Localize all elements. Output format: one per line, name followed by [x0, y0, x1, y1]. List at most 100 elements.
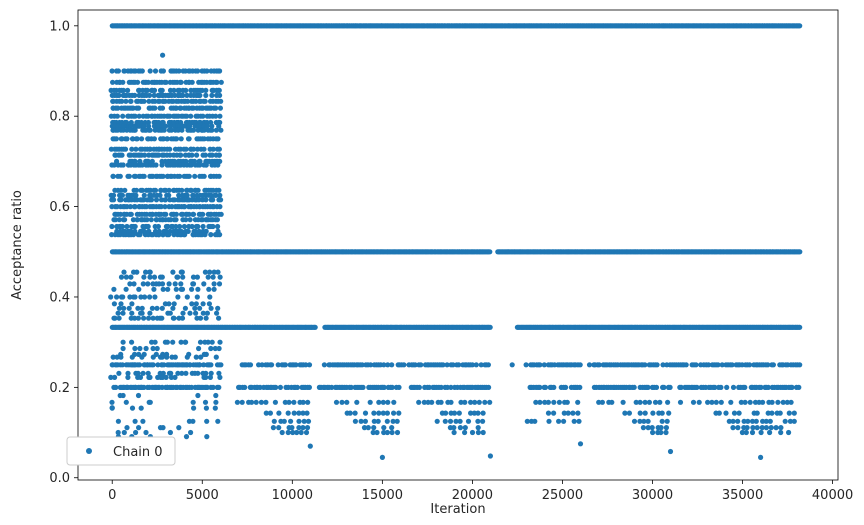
- data-point: [209, 123, 215, 129]
- data-point: [148, 197, 155, 203]
- data-point: [134, 217, 140, 223]
- data-point: [786, 410, 792, 416]
- data-point: [563, 384, 569, 390]
- data-point: [159, 315, 165, 321]
- legend-label: Chain 0: [113, 445, 163, 460]
- data-point: [371, 425, 377, 431]
- data-point: [457, 425, 463, 431]
- data-point: [120, 310, 126, 316]
- data-point: [124, 136, 130, 142]
- data-point: [321, 362, 327, 368]
- data-point: [216, 187, 222, 193]
- data-point: [451, 429, 457, 436]
- data-point: [344, 399, 350, 405]
- data-point: [203, 162, 209, 168]
- data-point: [333, 399, 340, 405]
- data-point: [303, 362, 309, 368]
- data-point: [127, 281, 133, 287]
- data-point: [185, 228, 191, 234]
- data-point: [659, 410, 665, 416]
- data-point: [152, 187, 159, 193]
- data-point: [677, 399, 684, 405]
- data-point: [110, 354, 116, 360]
- data-point: [456, 410, 462, 416]
- data-point: [217, 339, 223, 345]
- data-point: [115, 68, 121, 74]
- data-point: [161, 127, 167, 133]
- data-point: [472, 399, 478, 405]
- data-point: [116, 92, 122, 98]
- data-point: [259, 362, 265, 368]
- data-point: [546, 418, 552, 424]
- data-point: [215, 136, 221, 142]
- data-point: [190, 127, 197, 133]
- data-point: [142, 152, 148, 158]
- data-point: [663, 429, 669, 436]
- data-point: [381, 384, 387, 390]
- data-point: [242, 384, 248, 390]
- data-point: [551, 410, 557, 416]
- data-point: [211, 286, 217, 292]
- data-point: [209, 92, 215, 98]
- data-point: [113, 136, 119, 142]
- data-point: [186, 173, 192, 179]
- data-point: [117, 173, 123, 179]
- data-point: [645, 425, 651, 431]
- data-point: [257, 384, 263, 390]
- data-point: [365, 425, 371, 431]
- data-point: [137, 232, 143, 238]
- data-point: [159, 105, 166, 111]
- data-point: [142, 294, 148, 300]
- data-point: [195, 370, 201, 376]
- data-point: [742, 399, 748, 405]
- data-point: [749, 429, 756, 436]
- data-point: [545, 399, 552, 405]
- data-point: [216, 345, 222, 352]
- data-point: [247, 362, 254, 368]
- data-point: [124, 425, 130, 431]
- data-point: [271, 418, 277, 424]
- data-point: [173, 223, 179, 230]
- data-point: [667, 384, 673, 390]
- data-point: [385, 399, 391, 405]
- data-point: [742, 384, 748, 390]
- data-point: [763, 418, 769, 424]
- data-point: [139, 68, 145, 74]
- data-point: [556, 418, 562, 424]
- data-point: [195, 127, 201, 133]
- data-point: [797, 249, 803, 255]
- data-point: [208, 305, 214, 311]
- data-point: [729, 362, 735, 368]
- data-point: [159, 274, 165, 280]
- data-point: [144, 87, 150, 93]
- data-point: [120, 294, 126, 300]
- data-point: [202, 232, 208, 238]
- data-point: [394, 429, 401, 436]
- data-point: [210, 197, 216, 203]
- data-point: [304, 410, 310, 416]
- x-tick-label: 10000: [272, 488, 313, 503]
- data-point: [210, 274, 216, 280]
- data-point: [113, 217, 119, 223]
- data-point: [796, 384, 802, 390]
- data-point: [663, 425, 670, 431]
- data-point: [347, 410, 353, 416]
- data-point: [173, 286, 179, 292]
- data-point: [120, 162, 126, 168]
- data-point: [163, 211, 169, 217]
- data-point: [204, 434, 210, 440]
- data-point: [213, 392, 219, 399]
- data-point: [218, 362, 224, 368]
- data-point: [279, 429, 285, 436]
- data-point: [575, 399, 581, 405]
- data-point: [183, 434, 190, 440]
- data-point: [263, 399, 269, 405]
- data-point: [160, 52, 166, 58]
- data-point: [576, 418, 582, 424]
- data-point: [202, 399, 209, 405]
- data-point: [183, 146, 189, 152]
- data-point: [778, 429, 784, 436]
- data-point: [166, 187, 172, 193]
- legend-box: [66, 436, 176, 466]
- data-point: [151, 87, 158, 93]
